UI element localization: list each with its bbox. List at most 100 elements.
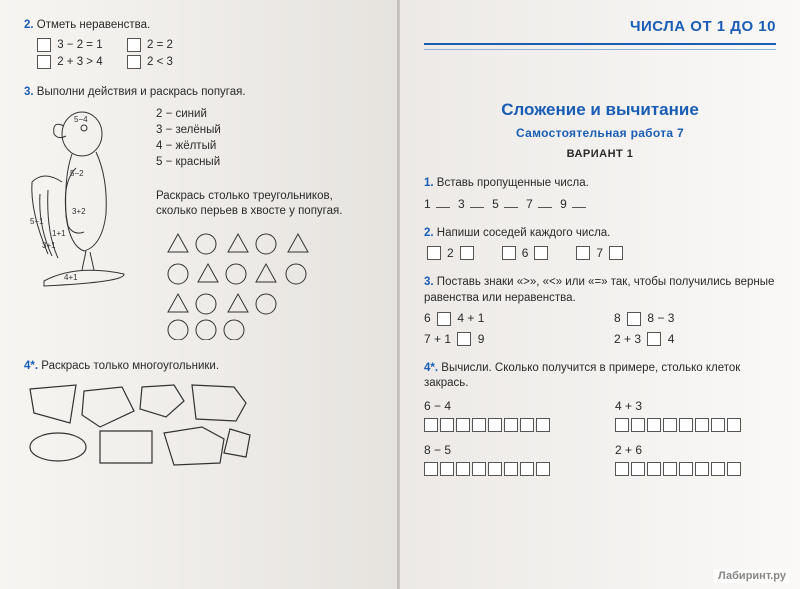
cell[interactable] [727, 418, 741, 432]
parrot-label: 3+2 [72, 207, 86, 216]
equation: 2 < 3 [147, 56, 173, 68]
parrot-label: 5−4 [74, 115, 88, 124]
task-title: Вставь пропущенные числа. [437, 177, 589, 189]
task-3-left: 3. Выполни действия и раскрась попугая. [24, 85, 376, 345]
legend-line: 4 − жёлтый [156, 138, 376, 154]
cell[interactable] [520, 418, 534, 432]
legend-line: 2 − синий [156, 106, 376, 122]
instruction-text: Раскрась столько треугольников, сколько … [156, 189, 376, 220]
cell[interactable] [631, 462, 645, 476]
cell[interactable] [647, 462, 661, 476]
parrot-label: 3+1 [42, 241, 56, 250]
cell[interactable] [695, 462, 709, 476]
task-number: 3. [424, 276, 434, 288]
parrot-drawing: 5−4 5−2 3+2 5−1 4+1 3+1 1+1 [24, 106, 144, 331]
cell[interactable] [679, 462, 693, 476]
cell[interactable] [647, 418, 661, 432]
cell[interactable] [631, 418, 645, 432]
task-title: Поставь знаки «>», «<» или «=» так, чтоб… [424, 276, 774, 304]
cell[interactable] [424, 418, 438, 432]
neighbor-group: 7 [573, 245, 626, 261]
blank[interactable] [572, 207, 586, 208]
section-title: Сложение и вычитание [424, 100, 776, 120]
answer-box[interactable] [502, 246, 516, 260]
cell[interactable] [711, 418, 725, 432]
cell[interactable] [727, 462, 741, 476]
cell[interactable] [711, 462, 725, 476]
cell[interactable] [663, 462, 677, 476]
shapes-grid [156, 230, 346, 340]
color-legend: 2 − синий 3 − зелёный 4 − жёлтый 5 − кра… [156, 106, 376, 170]
cell[interactable] [536, 462, 550, 476]
sign-box[interactable] [627, 312, 641, 326]
equation: 3 − 2 = 1 [57, 39, 102, 51]
cell[interactable] [504, 462, 518, 476]
header-rule-thin [424, 49, 776, 50]
cell[interactable] [472, 462, 486, 476]
watermark: Лабиринт.ру [714, 569, 790, 583]
answer-box[interactable] [609, 246, 623, 260]
equation: 2 = 2 [147, 39, 173, 51]
sign-box[interactable] [437, 312, 451, 326]
cell[interactable] [695, 418, 709, 432]
cell[interactable] [504, 418, 518, 432]
task-number: 3. [24, 86, 34, 98]
parrot-label: 1+1 [52, 229, 66, 238]
cell[interactable] [520, 462, 534, 476]
legend-line: 5 − красный [156, 154, 376, 170]
cell[interactable] [679, 418, 693, 432]
checkbox[interactable] [127, 55, 141, 69]
cell[interactable] [440, 418, 454, 432]
checkbox[interactable] [37, 38, 51, 52]
blank[interactable] [504, 207, 518, 208]
answer-box[interactable] [576, 246, 590, 260]
calc-item: 8 − 5 [424, 442, 585, 476]
task-4-right: 4*. Вычисли. Сколько получится в примере… [424, 361, 776, 476]
equation: 2 + 3 > 4 [57, 56, 102, 68]
task-3-right: 3. Поставь знаки «>», «<» или «=» так, ч… [424, 275, 776, 346]
chapter-title: ЧИСЛА ОТ 1 ДО 10 [424, 18, 776, 41]
answer-box[interactable] [534, 246, 548, 260]
answer-box[interactable] [427, 246, 441, 260]
cell[interactable] [440, 462, 454, 476]
answer-box[interactable] [460, 246, 474, 260]
header-rule [424, 43, 776, 45]
cell[interactable] [536, 418, 550, 432]
cell[interactable] [424, 462, 438, 476]
neighbor-group: 2 [424, 245, 477, 261]
task-title: Раскрась только многоугольники. [41, 360, 219, 372]
blank[interactable] [436, 207, 450, 208]
calc-item: 6 − 4 [424, 398, 585, 432]
task-2-left: 2. Отметь неравенства. 3 − 2 = 1 2 = 2 2… [24, 18, 376, 71]
cell[interactable] [456, 462, 470, 476]
task-title: Вычисли. Сколько получится в примере, ст… [424, 362, 740, 390]
sign-box[interactable] [457, 332, 471, 346]
task-number: 4*. [424, 362, 438, 374]
subsection-title: Самостоятельная работа 7 [424, 126, 776, 140]
checkbox[interactable] [127, 38, 141, 52]
sign-box[interactable] [647, 332, 661, 346]
cell[interactable] [488, 418, 502, 432]
cell[interactable] [488, 462, 502, 476]
number-sequence: 1 3 5 7 9 [424, 196, 776, 212]
task-title: Напиши соседей каждого числа. [437, 227, 611, 239]
neighbor-group: 6 [499, 245, 552, 261]
task-number: 1. [424, 177, 434, 189]
polygon-shapes [24, 381, 254, 471]
blank[interactable] [538, 207, 552, 208]
variant-label: ВАРИАНТ 1 [424, 148, 776, 160]
legend-line: 3 − зелёный [156, 122, 376, 138]
parrot-label: 5−1 [30, 217, 44, 226]
cell[interactable] [615, 418, 629, 432]
cell[interactable] [663, 418, 677, 432]
task-number: 4*. [24, 360, 38, 372]
cell[interactable] [615, 462, 629, 476]
right-page: ЧИСЛА ОТ 1 ДО 10 Сложение и вычитание Са… [400, 0, 800, 589]
parrot-label: 4+1 [64, 273, 78, 282]
cell[interactable] [456, 418, 470, 432]
task-title: Отметь неравенства. [37, 19, 150, 31]
blank[interactable] [470, 207, 484, 208]
cell[interactable] [472, 418, 486, 432]
checkbox[interactable] [37, 55, 51, 69]
task-4-left: 4*. Раскрась только многоугольники. [24, 359, 376, 476]
